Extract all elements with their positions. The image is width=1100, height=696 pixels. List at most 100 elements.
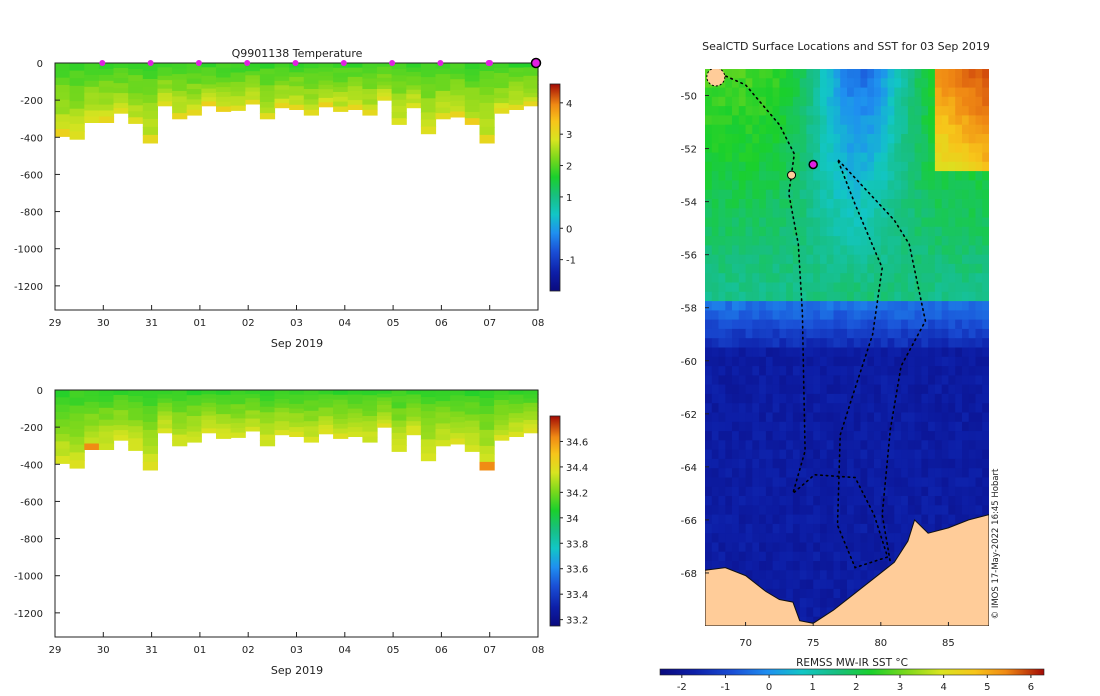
sst-cell <box>941 87 949 98</box>
sst-cell <box>745 143 753 154</box>
sst-cell <box>880 319 889 330</box>
profile-cell <box>391 390 407 397</box>
profile-cell <box>84 437 100 444</box>
sst-cell <box>826 291 834 302</box>
sst-cell <box>759 236 767 246</box>
sst-cell <box>894 431 902 441</box>
sst-cell <box>867 514 875 525</box>
profile-cell <box>259 79 276 86</box>
sst-cell <box>732 217 740 228</box>
sst-cell <box>779 486 787 497</box>
sst-cell <box>887 356 895 367</box>
sst-cell <box>948 477 956 488</box>
sst-cell <box>894 366 902 376</box>
profile-cell <box>113 400 129 406</box>
sst-cell <box>955 496 963 506</box>
profile-cell <box>435 63 451 70</box>
sst-cell <box>853 152 862 163</box>
profile-cell <box>201 92 217 98</box>
sst-cell <box>847 273 855 283</box>
sst-cell <box>887 254 895 265</box>
profile-cell <box>377 416 393 421</box>
sst-cell <box>732 366 740 376</box>
sst-cell <box>934 496 943 506</box>
sst-cell <box>745 319 753 330</box>
sst-cell <box>786 208 794 219</box>
sst-cell <box>792 217 801 228</box>
sst-cell <box>955 69 963 79</box>
sst-cell <box>711 393 720 404</box>
sst-cell <box>705 496 713 506</box>
profile-cell <box>98 431 115 439</box>
sst-cell <box>786 263 794 274</box>
sst-cell <box>901 69 909 79</box>
sst-cell <box>718 161 726 172</box>
sst-cell <box>853 533 862 543</box>
sst-cell <box>975 384 983 395</box>
sst-cell <box>738 533 747 543</box>
sst-cell <box>759 124 767 135</box>
sst-cell <box>779 523 787 534</box>
sst-cell <box>894 449 902 460</box>
sst-cell <box>711 486 720 497</box>
sst-cell <box>813 180 821 191</box>
sst-cell <box>867 431 875 441</box>
sst-cell <box>840 468 848 478</box>
sst-cell <box>786 375 794 386</box>
profile-marker <box>340 60 347 66</box>
profile-cell <box>289 90 305 97</box>
sst-cell <box>772 273 780 283</box>
sst-cell <box>928 505 936 516</box>
sst-cell <box>874 152 882 163</box>
sst-cell <box>907 161 916 172</box>
sst-cell <box>705 106 713 116</box>
sst-cell <box>907 412 916 423</box>
sst-cell <box>786 124 794 135</box>
profile-cell <box>347 67 363 73</box>
profile-cell <box>391 439 407 446</box>
sst-cell <box>779 412 787 423</box>
sst-cell <box>820 134 828 144</box>
sst-cell <box>962 403 970 413</box>
sst-cell <box>880 152 889 163</box>
sst-cell <box>968 152 976 163</box>
sst-cell <box>853 115 862 126</box>
sst-cell <box>792 199 801 209</box>
sst-cell <box>792 347 801 358</box>
sst-cell <box>867 412 875 423</box>
sst-cell <box>921 514 929 525</box>
sst-cell <box>765 393 774 404</box>
sst-cell <box>759 421 767 432</box>
sst-cell <box>894 347 902 358</box>
sst-cell <box>765 486 774 497</box>
sst-cell <box>779 570 787 581</box>
sst-cell <box>705 152 713 163</box>
sst-cell <box>921 421 929 432</box>
sst-cell <box>792 282 801 293</box>
profile-cell <box>259 390 276 397</box>
profile-cell <box>391 432 407 440</box>
current-profile-marker <box>530 57 542 69</box>
sst-cell <box>765 440 774 451</box>
sst-cell <box>982 124 989 135</box>
profile-cell <box>245 394 261 399</box>
sst-cell <box>840 375 848 386</box>
sst-cell <box>847 96 855 107</box>
profile-cell <box>69 108 85 117</box>
sst-cell <box>813 440 821 451</box>
sst-cell <box>874 533 882 543</box>
sst-cell <box>880 87 889 98</box>
profile-cell <box>55 441 71 450</box>
profile-cell <box>406 103 422 109</box>
profile-cell <box>450 433 466 440</box>
sst-cell <box>887 523 895 534</box>
sst-cell <box>745 310 753 321</box>
sst-cell <box>867 161 875 172</box>
sst-cell <box>732 273 740 283</box>
profile-cell <box>333 423 349 430</box>
profile-cell <box>259 401 276 408</box>
profile-cell <box>216 404 232 410</box>
sst-cell <box>847 412 855 423</box>
sst-cell <box>833 96 841 107</box>
sst-cell <box>752 152 760 163</box>
